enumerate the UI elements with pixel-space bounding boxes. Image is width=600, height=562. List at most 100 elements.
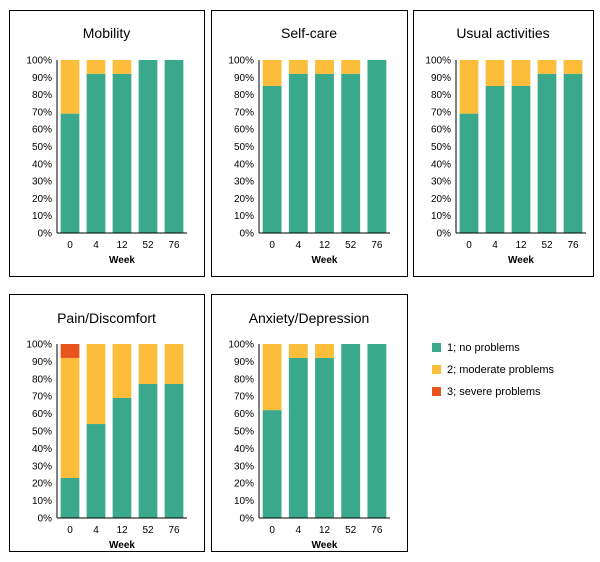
bar-segment — [537, 60, 557, 74]
bar-segment — [485, 60, 505, 86]
legend-swatch — [432, 387, 441, 396]
chart-title: Self-care — [281, 25, 337, 41]
y-tick-label: 80% — [32, 90, 52, 101]
y-tick-label: 100% — [228, 340, 254, 351]
y-tick-label: 100% — [425, 56, 451, 67]
bar-segment — [511, 60, 531, 86]
bar-segment — [262, 85, 282, 233]
y-tick-label: 10% — [234, 211, 254, 222]
x-tick-label: 76 — [567, 240, 579, 251]
chart-panel: Pain/Discomfort 0% 10% 20% 30% 40% 50% 60% 70% 80… — [9, 294, 205, 552]
bar-segment — [262, 410, 282, 518]
x-tick-label: 4 — [93, 525, 99, 536]
bar-segment — [315, 357, 334, 518]
y-tick-label: 20% — [32, 479, 52, 490]
y-tick-label: 60% — [234, 409, 254, 420]
y-tick-label: 70% — [234, 392, 254, 403]
bar-segment — [138, 60, 158, 233]
panels: Mobility0%10%20%30%40%50%60%70%80%90%100… — [9, 10, 594, 552]
y-tick-label: 90% — [431, 73, 451, 84]
y-tick-label: 100% — [228, 56, 254, 67]
y-tick-label: 40% — [431, 159, 451, 170]
y-tick-label: 70% — [234, 107, 254, 118]
y-tick-label: 80% — [234, 90, 254, 101]
y-tick-label: 80% — [32, 374, 52, 385]
bar-segment — [288, 60, 308, 74]
bar-segment — [288, 344, 308, 358]
x-tick-label: 12 — [116, 240, 128, 251]
x-tick-label: 12 — [319, 240, 331, 251]
bar-segment — [262, 60, 282, 86]
y-tick-label: 30% — [32, 461, 52, 472]
legend-label: 3; severe problems — [447, 386, 541, 398]
x-tick-label: 12 — [116, 525, 128, 536]
x-tick-label: 12 — [515, 240, 527, 251]
y-tick-label: 20% — [431, 194, 451, 205]
y-tick-label: 70% — [32, 392, 52, 403]
x-axis-title: Week — [312, 255, 338, 266]
x-axis-title: Week — [109, 255, 135, 266]
bar-segment — [112, 344, 132, 398]
y-tick-label: 80% — [234, 374, 254, 385]
bar-segment — [563, 73, 583, 233]
y-tick-label: 0% — [38, 229, 53, 240]
y-tick-label: 100% — [26, 56, 52, 67]
bar-segment — [112, 73, 132, 233]
y-tick-label: 90% — [234, 357, 254, 368]
x-tick-label: 76 — [168, 525, 180, 536]
bar-segment — [86, 424, 106, 518]
chart-title: Pain/Discomfort — [57, 310, 156, 326]
y-tick-label: 50% — [431, 142, 451, 153]
y-tick-label: 10% — [234, 496, 254, 507]
bar-segment — [112, 60, 132, 74]
y-tick-label: 40% — [234, 444, 254, 455]
y-tick-label: 20% — [234, 479, 254, 490]
bar-segment — [164, 60, 184, 233]
bar-segment — [459, 60, 479, 114]
bar-segment — [60, 344, 80, 358]
bar-segment — [60, 357, 80, 478]
y-tick-label: 60% — [32, 125, 52, 136]
bar-segment — [262, 344, 282, 411]
chart-title: Usual activities — [456, 25, 549, 41]
chart-panel: Self-care 0% 10% 20% 30% 40% 50% 60% 70% 80% 90% 10… — [211, 10, 408, 277]
y-tick-label: 70% — [431, 107, 451, 118]
x-axis-title: Week — [508, 255, 534, 266]
y-tick-label: 0% — [240, 514, 255, 525]
bar-segment — [60, 60, 80, 114]
y-tick-label: 10% — [431, 211, 451, 222]
legend-label: 2; moderate problems — [447, 364, 554, 376]
y-tick-label: 90% — [234, 73, 254, 84]
bar-segment — [138, 384, 158, 518]
y-tick-label: 60% — [234, 125, 254, 136]
x-tick-label: 4 — [296, 240, 302, 251]
x-tick-label: 0 — [67, 240, 73, 251]
x-tick-label: 0 — [269, 525, 275, 536]
y-tick-label: 30% — [234, 177, 254, 188]
bar-segment — [86, 73, 106, 233]
chart-panel: Mobility 0% 10% 20% 30% 40% 50% 60% 70% 80% 90% 100… — [9, 10, 205, 277]
y-tick-label: 70% — [32, 107, 52, 118]
bar-segment — [60, 113, 80, 233]
bar-segment — [367, 60, 387, 233]
bar-segment — [138, 344, 158, 385]
bar-segment — [563, 60, 583, 74]
y-tick-label: 20% — [32, 194, 52, 205]
bar-segment — [60, 477, 80, 518]
bar-segment — [485, 85, 505, 233]
y-tick-label: 60% — [431, 125, 451, 136]
y-tick-label: 10% — [32, 496, 52, 507]
bar-segment — [341, 344, 361, 518]
y-tick-label: 80% — [431, 90, 451, 101]
legend-swatch — [432, 343, 441, 352]
x-tick-label: 0 — [466, 240, 472, 251]
y-tick-label: 60% — [32, 409, 52, 420]
y-tick-label: 50% — [234, 427, 254, 438]
bar-segment — [315, 60, 334, 74]
y-tick-label: 40% — [32, 159, 52, 170]
bar-segment — [86, 60, 106, 74]
x-axis-title: Week — [312, 540, 338, 551]
x-tick-label: 0 — [269, 240, 275, 251]
x-tick-label: 76 — [168, 240, 180, 251]
y-tick-label: 10% — [32, 211, 52, 222]
